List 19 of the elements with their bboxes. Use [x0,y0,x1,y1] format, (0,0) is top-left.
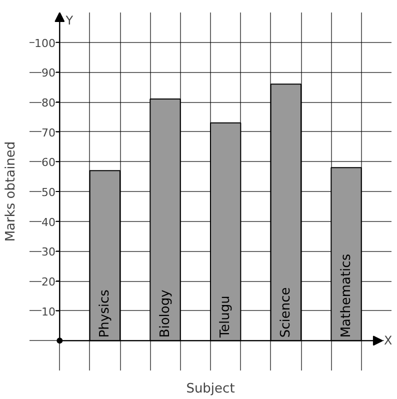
y-axis-title: Marks obtained [4,141,18,242]
annotation: Y [64,14,74,28]
annotation: X [384,334,392,348]
x-tick-label: Physics [97,289,112,338]
x-tick-label: Biology [158,289,173,338]
y-tick-label: 10 [41,305,56,318]
y-tick-label: 60 [41,156,56,170]
x-axis-title: Subject [186,382,235,396]
y-tick-label: 50 [41,186,56,199]
y-tick-label: 90 [41,66,56,80]
y-tick-label: 70 [41,126,56,140]
y-tick-label: 40 [41,216,56,229]
y-tick-label: 20 [41,276,56,288]
y-tick-label: 100 [34,36,56,50]
x-tick-label: Science [278,287,294,338]
x-tick-label: Telugu [218,296,234,339]
y-tick-label: 30 [41,246,56,259]
x-tick-label: Mathematics [338,254,354,338]
y-tick-label: 80 [41,96,56,110]
